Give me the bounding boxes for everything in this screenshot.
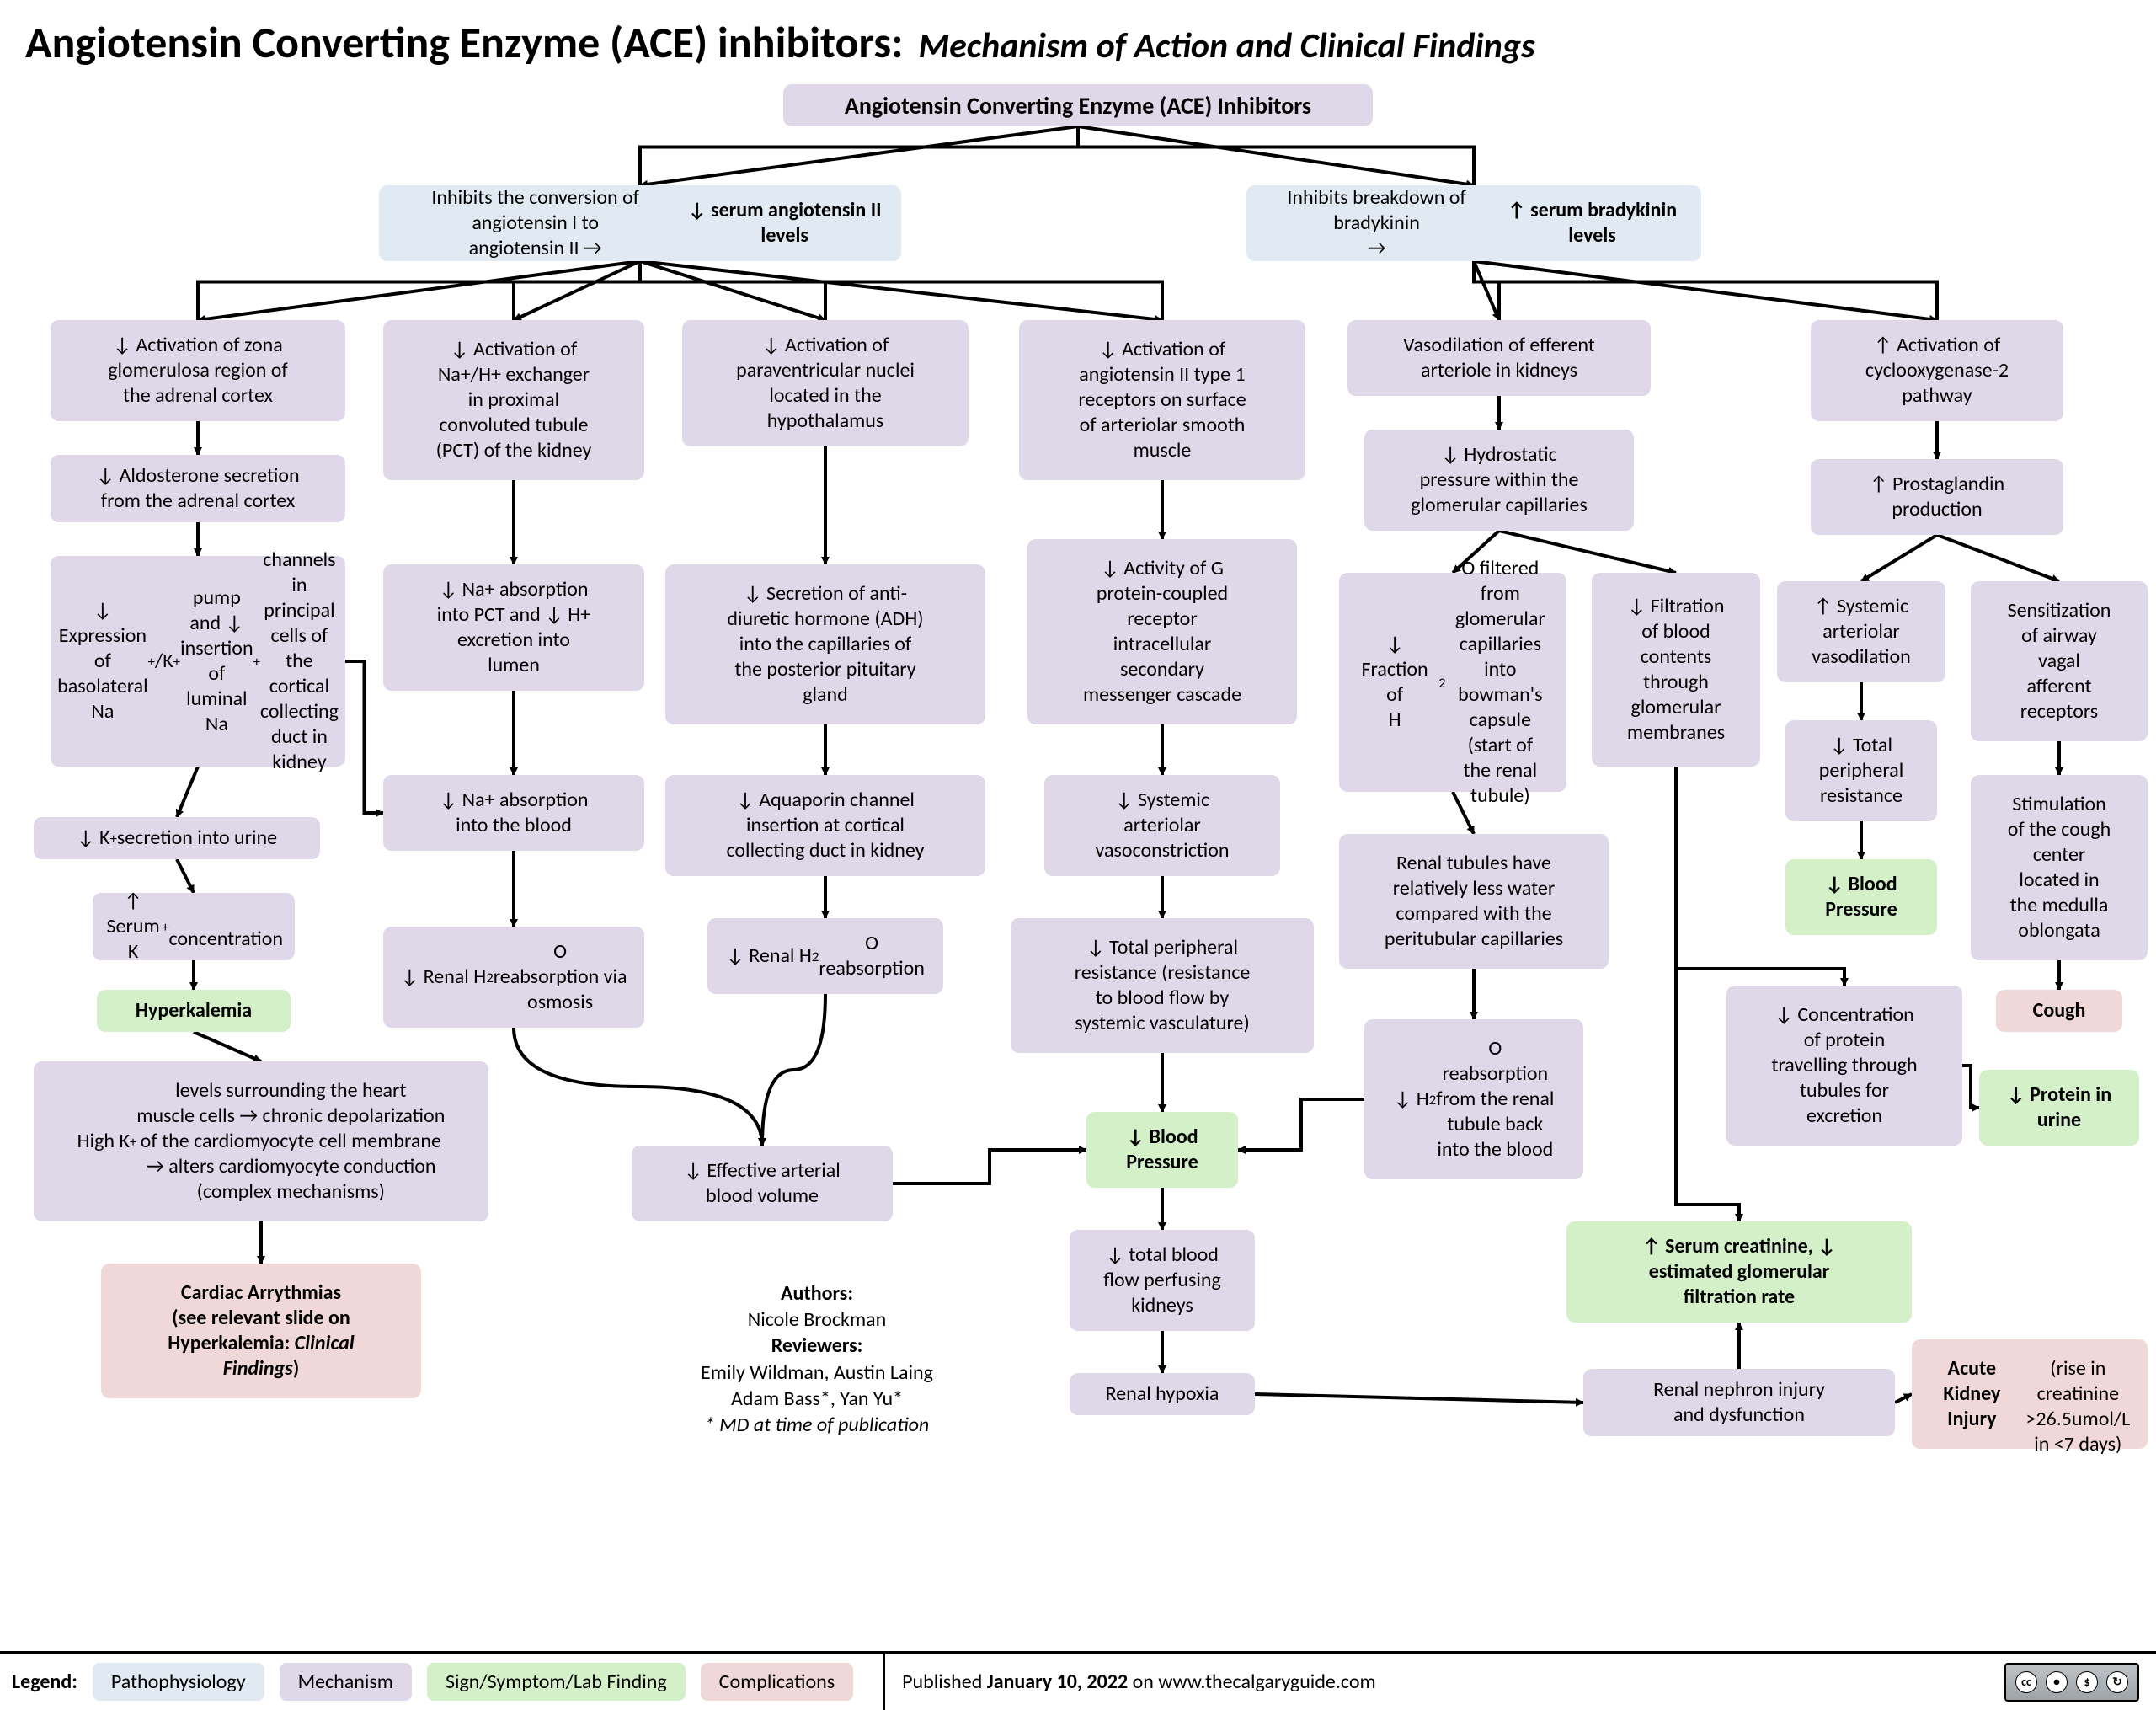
node-c5f: ↓ H2Oreabsorptionfrom the renaltubule ba…: [1364, 1019, 1583, 1179]
title-row: Angiotensin Converting Enzyme (ACE) inhi…: [25, 15, 2131, 69]
authors-block: Authors: Nicole Brockman Reviewers: Emil…: [640, 1280, 994, 1438]
node-c4c: ↓ Systemicarteriolarvasoconstriction: [1044, 775, 1280, 876]
node-c1g: High K+ levels surrounding the heartmusc…: [34, 1061, 488, 1221]
node-c6a: ↑ Activation ofcyclooxygenase-2pathway: [1811, 320, 2063, 421]
node-c4g: Renal hypoxia: [1070, 1373, 1255, 1415]
node-c1c: ↓ Expression ofbasolateral Na+/K+ pumpan…: [51, 556, 345, 767]
node-c1e: ↑ Serum K+concentration: [93, 893, 295, 960]
node-c6d: ↓ Totalperipheralresistance: [1785, 720, 1937, 821]
node-c4a: ↓ Activation ofangiotensin II type 1rece…: [1019, 320, 1305, 480]
title-main: Angiotensin Converting Enzyme (ACE) inhi…: [25, 15, 903, 69]
node-c5d: ↓ Filtrationof bloodcontentsthroughglome…: [1592, 573, 1760, 767]
node-c2b: ↓ Na+ absorptioninto PCT and ↓ H+excreti…: [383, 564, 644, 691]
node-c6h: Cough: [1996, 990, 2122, 1032]
by-icon: ●: [2046, 1671, 2068, 1693]
node-c5a: Vasodilation of efferentarteriole in kid…: [1348, 320, 1651, 396]
title-sub: Mechanism of Action and Clinical Finding…: [918, 24, 1534, 67]
node-c1f: Hyperkalemia: [97, 990, 291, 1032]
node-c5g: ↓ Concentrationof proteintravelling thro…: [1726, 986, 1962, 1146]
node-c1h: Cardiac Arrythmias(see relevant slide on…: [101, 1264, 421, 1398]
md-footnote: * MD at time of publication: [640, 1412, 994, 1438]
node-c6e: ↓ BloodPressure: [1785, 859, 1937, 935]
node-c6b: ↑ Prostaglandinproduction: [1811, 459, 2063, 535]
legend-label: Legend:: [0, 1670, 93, 1694]
cc-license-badge: cc ● $ ↻: [2004, 1663, 2139, 1702]
node-c1b: ↓ Aldosterone secretionfrom the adrenal …: [51, 455, 345, 522]
node-c4e: ↓ BloodPressure: [1086, 1112, 1238, 1188]
authors-heading: Authors:: [640, 1280, 994, 1307]
cc-icon: cc: [2015, 1671, 2037, 1693]
node-c1d: ↓ K+ secretion into urine: [34, 817, 320, 859]
node-c4d: ↓ Total peripheralresistance (resistance…: [1011, 918, 1314, 1053]
node-root: Angiotensin Converting Enzyme (ACE) Inhi…: [783, 84, 1373, 126]
legend-bar: Legend: Pathophysiology Mechanism Sign/S…: [0, 1651, 2156, 1710]
node-c5e: Renal tubules haverelatively less waterc…: [1339, 834, 1609, 969]
legend-pathophysiology: Pathophysiology: [93, 1663, 264, 1701]
reviewers-heading: Reviewers:: [640, 1333, 994, 1359]
node-c6f: Sensitizationof airwayvagalafferentrecep…: [1971, 581, 2148, 741]
node-brady: Inhibits breakdown of bradykinin→ ↑ seru…: [1246, 185, 1701, 261]
node-c3e: ↓ Effective arterialblood volume: [632, 1146, 893, 1221]
legend-complication: Complications: [701, 1663, 854, 1701]
legend-publication: Published January 10, 2022 on www.thecal…: [900, 1670, 1376, 1694]
legend-finding: Sign/Symptom/Lab Finding: [427, 1663, 686, 1701]
node-c3a: ↓ Activation ofparaventricular nucleiloc…: [682, 320, 969, 446]
node-c1a: ↓ Activation of zonaglomerulosa region o…: [51, 320, 345, 421]
sa-icon: ↻: [2106, 1671, 2128, 1693]
node-c5h: ↑ Serum creatinine, ↓estimated glomerula…: [1566, 1221, 1912, 1323]
nc-icon: $: [2076, 1671, 2098, 1693]
node-c4f: ↓ total bloodflow perfusingkidneys: [1070, 1230, 1255, 1331]
node-c5i: Renal nephron injuryand dysfunction: [1583, 1369, 1895, 1436]
node-ang2: Inhibits the conversion of angiotensin I…: [379, 185, 901, 261]
node-c2a: ↓ Activation ofNa+/H+ exchangerin proxim…: [383, 320, 644, 480]
node-c5j: Acute Kidney Injury(rise in creatinine>2…: [1912, 1339, 2148, 1449]
node-c6g: Stimulationof the coughcenterlocated int…: [1971, 775, 2148, 960]
legend-separator: [883, 1654, 885, 1710]
reviewers-line-1: Emily Wildman, Austin Laing: [640, 1360, 994, 1386]
node-c5b: ↓ Hydrostaticpressure within theglomerul…: [1364, 430, 1634, 531]
node-c6c: ↑ Systemicarteriolarvasodilation: [1777, 581, 1945, 682]
node-c2c: ↓ Na+ absorptioninto the blood: [383, 775, 644, 851]
node-c2d: ↓ Renal H2Oreabsorption viaosmosis: [383, 927, 644, 1028]
node-c3b: ↓ Secretion of anti-diuretic hormone (AD…: [665, 564, 985, 724]
node-c3d: ↓ Renal H2Oreabsorption: [707, 918, 943, 994]
node-c6i: ↓ Protein inurine: [1979, 1070, 2139, 1146]
reviewers-line-2: Adam Bass*, Yan Yu*: [640, 1386, 994, 1412]
authors-names: Nicole Brockman: [640, 1307, 994, 1333]
node-c5c: ↓ Fraction ofH2O filtered fromglomerular…: [1339, 573, 1566, 792]
legend-mechanism: Mechanism: [280, 1663, 412, 1701]
node-c3c: ↓ Aquaporin channelinsertion at cortical…: [665, 775, 985, 876]
node-c4b: ↓ Activity of Gprotein-coupledreceptorin…: [1027, 539, 1297, 724]
